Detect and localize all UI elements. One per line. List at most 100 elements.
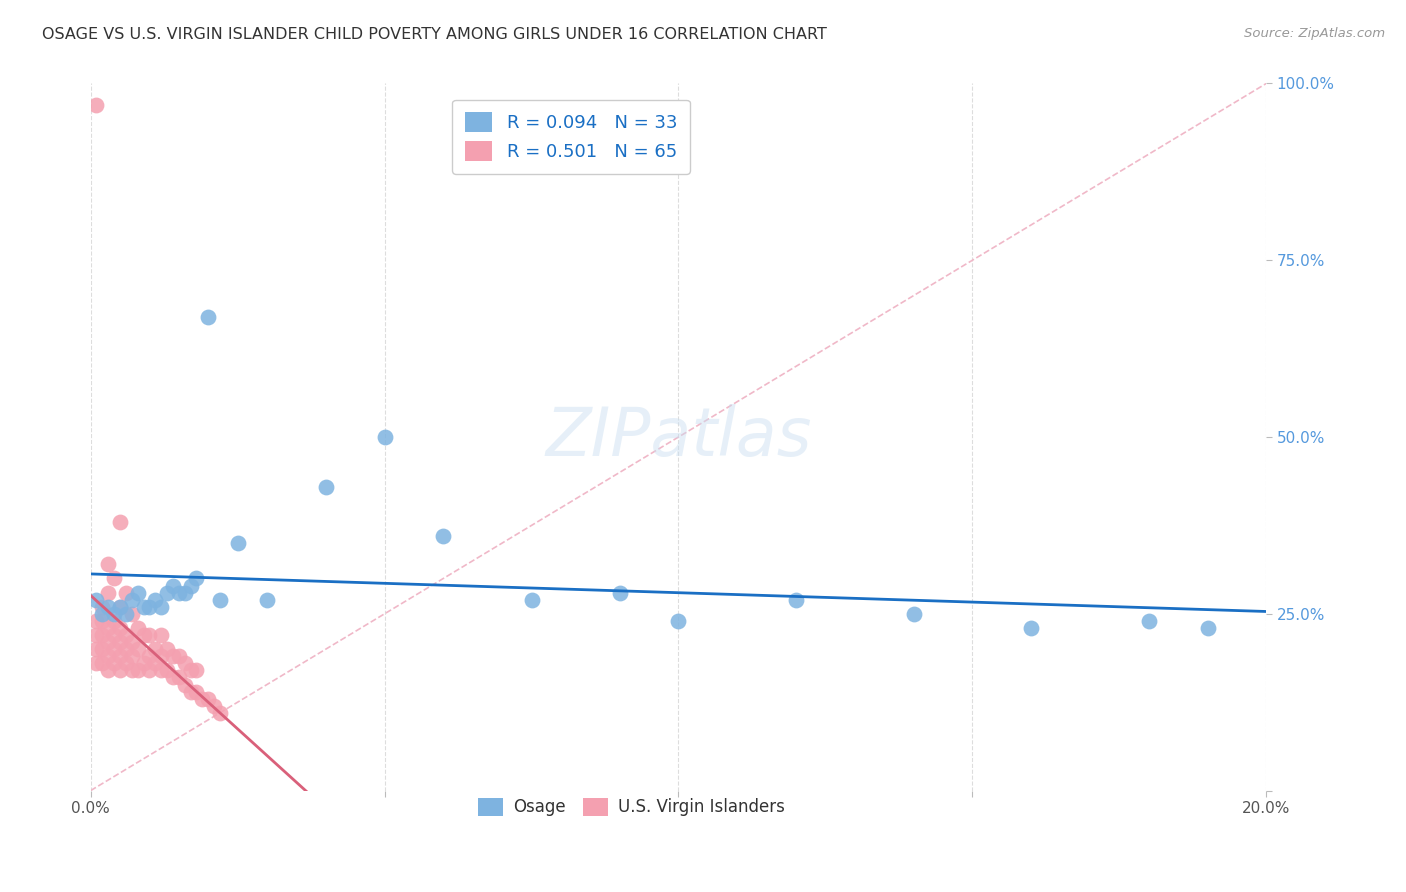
Point [520,592,543,607]
Point [97,621,120,635]
Point [108,599,131,614]
Point [162,578,184,592]
Point [156,585,179,599]
Point [226,536,249,550]
Point [256,592,278,607]
Point [143,592,166,607]
Point [121,607,143,621]
Point [150,649,173,664]
Point [86,657,108,671]
Point [121,664,143,678]
Point [103,607,125,621]
Point [127,664,149,678]
Point [108,635,131,649]
Point [156,642,179,657]
Point [103,628,125,642]
Text: OSAGE VS U.S. VIRGIN ISLANDER CHILD POVERTY AMONG GIRLS UNDER 16 CORRELATION CHA: OSAGE VS U.S. VIRGIN ISLANDER CHILD POVE… [42,27,827,42]
Point [138,628,160,642]
Point [121,635,143,649]
Point [127,585,149,599]
Point [103,614,125,628]
Point [115,657,138,671]
Point [91,607,114,621]
Point [97,585,120,599]
Legend: Osage, U.S. Virgin Islanders: Osage, U.S. Virgin Islanders [470,789,793,825]
Point [121,649,143,664]
Point [121,592,143,607]
Point [138,599,160,614]
Point [138,664,160,678]
Point [167,670,190,684]
Point [103,571,125,585]
Point [108,515,131,529]
Point [132,599,155,614]
Point [103,642,125,657]
Point [143,642,166,657]
Point [609,585,631,599]
Point [208,592,231,607]
Point [91,657,114,671]
Point [150,599,173,614]
Point [150,628,173,642]
Point [180,684,202,698]
Point [86,592,108,607]
Point [374,430,396,444]
Point [143,657,166,671]
Point [115,628,138,642]
Point [91,642,114,657]
Point [108,664,131,678]
Point [315,479,337,493]
Point [108,599,131,614]
Point [1197,621,1219,635]
Text: Source: ZipAtlas.com: Source: ZipAtlas.com [1244,27,1385,40]
Point [108,649,131,664]
Point [167,649,190,664]
Point [127,621,149,635]
Point [86,97,108,112]
Point [97,558,120,572]
Point [197,691,219,706]
Point [186,664,208,678]
Point [202,698,225,713]
Point [150,664,173,678]
Point [432,529,454,543]
Point [167,585,190,599]
Point [115,607,138,621]
Point [1019,621,1042,635]
Point [162,649,184,664]
Point [97,599,120,614]
Point [127,642,149,657]
Point [97,664,120,678]
Point [191,691,214,706]
Point [186,684,208,698]
Point [903,607,925,621]
Point [180,578,202,592]
Point [108,621,131,635]
Point [1137,614,1160,628]
Point [668,614,690,628]
Point [208,706,231,720]
Point [86,614,108,628]
Text: ZIPatlas: ZIPatlas [546,404,811,470]
Point [132,657,155,671]
Point [138,649,160,664]
Point [86,642,108,657]
Point [173,585,195,599]
Point [97,635,120,649]
Point [173,657,195,671]
Point [97,649,120,664]
Point [162,670,184,684]
Point [785,592,807,607]
Point [86,628,108,642]
Point [91,599,114,614]
Point [180,664,202,678]
Point [115,585,138,599]
Point [156,664,179,678]
Point [197,310,219,324]
Point [91,628,114,642]
Point [173,677,195,691]
Point [91,614,114,628]
Point [132,628,155,642]
Point [115,642,138,657]
Point [186,571,208,585]
